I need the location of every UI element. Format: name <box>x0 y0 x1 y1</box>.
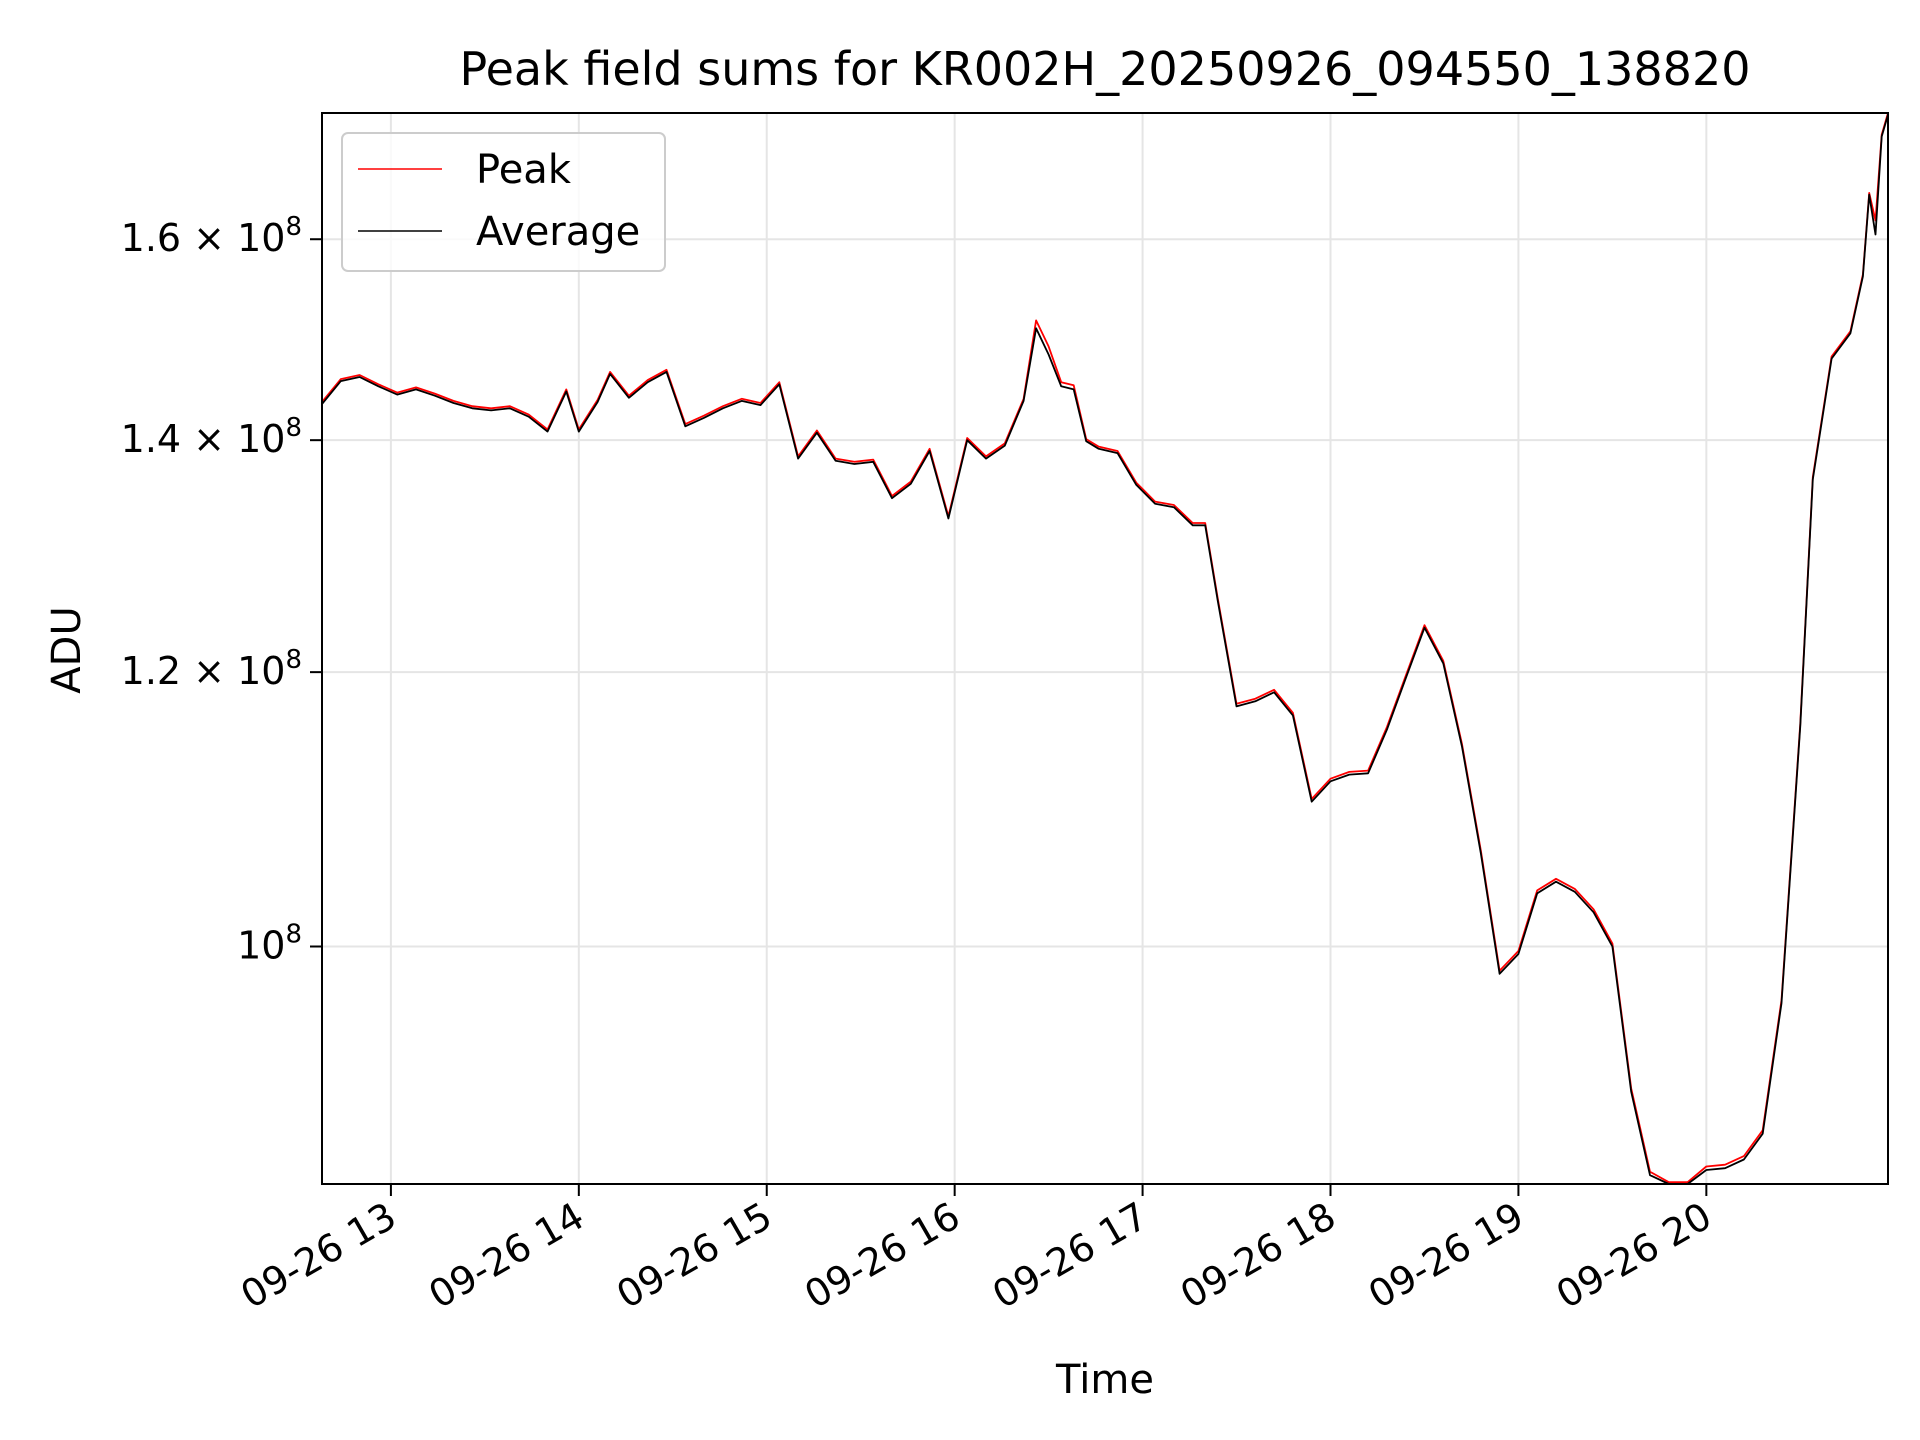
y-tick-label: 108 <box>237 920 302 968</box>
y-axis-label: ADU <box>44 606 90 693</box>
legend-box <box>341 132 666 272</box>
x-axis-label: Time <box>1055 1357 1154 1403</box>
grid <box>322 113 1888 1184</box>
legend: Peak Average <box>341 132 666 272</box>
y-tick-label: 1.6 × 108 <box>121 212 302 260</box>
legend-label-average: Average <box>476 209 640 255</box>
y-tick-label: 1.4 × 108 <box>121 413 302 461</box>
y-axis: 108 1.2 × 108 1.4 × 108 1.6 × 108 <box>121 212 322 968</box>
y-tick-label: 1.2 × 108 <box>121 645 302 693</box>
legend-label-peak: Peak <box>476 147 572 193</box>
chart-title: Peak field sums for KR002H_20250926_0945… <box>460 42 1751 96</box>
plot-frame <box>321 112 1889 1185</box>
